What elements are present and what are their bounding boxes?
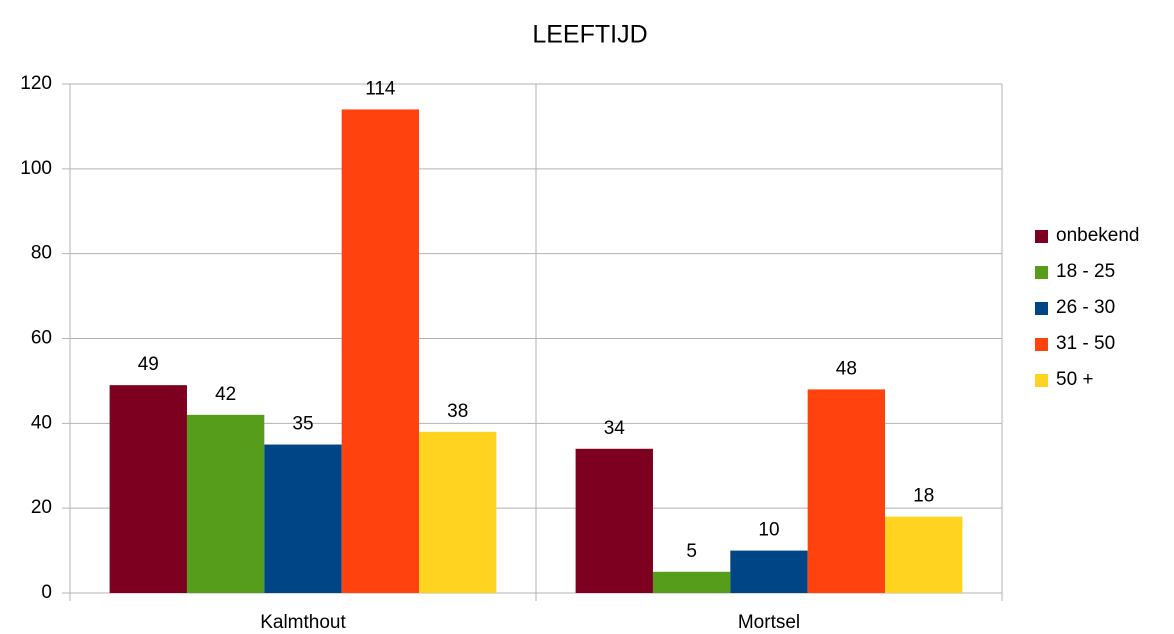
- legend-swatch: [1035, 302, 1048, 315]
- data-label: 38: [447, 401, 468, 422]
- data-label: 114: [365, 78, 396, 99]
- data-label: 34: [604, 418, 626, 439]
- legend-swatch: [1035, 338, 1048, 351]
- y-tick-label: 60: [31, 328, 52, 349]
- data-label: 18: [913, 486, 934, 507]
- x-tick-label: Kalmthout: [260, 612, 346, 633]
- legend-label: onbekend: [1056, 225, 1139, 246]
- y-tick-label: 80: [31, 243, 52, 264]
- legend-swatch: [1035, 266, 1048, 279]
- data-label: 49: [138, 354, 159, 375]
- bar: [807, 389, 886, 593]
- data-label: 35: [292, 414, 313, 435]
- x-tick-label: Mortsel: [738, 612, 800, 633]
- bar: [341, 109, 420, 593]
- legend-label: 50 +: [1056, 369, 1094, 390]
- legend-swatch: [1035, 230, 1048, 243]
- legend-swatch: [1035, 374, 1048, 387]
- bar: [652, 571, 731, 593]
- legend-label: 18 - 25: [1056, 261, 1115, 282]
- y-tick-label: 0: [41, 582, 52, 603]
- data-label: 10: [758, 520, 779, 541]
- y-tick-label: 20: [31, 497, 52, 518]
- data-label: 42: [215, 384, 236, 405]
- bar: [109, 385, 187, 593]
- chart-title: LEEFTIJD: [532, 21, 647, 49]
- data-label: 5: [686, 541, 697, 562]
- data-label: 48: [836, 358, 857, 379]
- y-tick-label: 40: [31, 412, 52, 433]
- bar: [419, 431, 497, 593]
- legend-label: 26 - 30: [1056, 297, 1115, 318]
- bar: [264, 444, 342, 593]
- y-tick-label: 100: [20, 158, 52, 179]
- y-tick-label: 120: [20, 73, 52, 94]
- legend-label: 31 - 50: [1056, 333, 1115, 354]
- bar: [885, 516, 963, 593]
- bar: [575, 448, 653, 593]
- bar: [186, 414, 265, 593]
- bar: [730, 550, 808, 593]
